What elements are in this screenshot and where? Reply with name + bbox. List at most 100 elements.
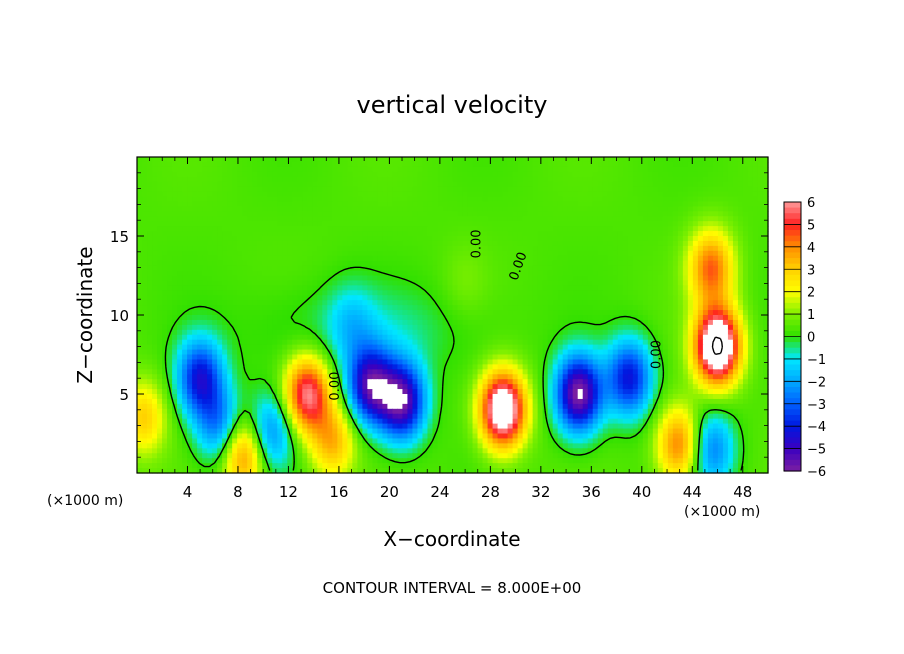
field-cell (422, 285, 429, 291)
field-cell (372, 231, 378, 237)
field-cell (532, 300, 539, 306)
field-cell (732, 310, 739, 316)
field-cell (582, 221, 589, 227)
field-cell (557, 211, 564, 217)
field-cell (162, 265, 168, 272)
field-cell (507, 295, 514, 301)
field-cell (602, 329, 609, 336)
field-cell (322, 260, 328, 267)
field-cell (542, 260, 549, 267)
field-cell (332, 196, 338, 203)
field-cell (347, 191, 353, 198)
field-cell (162, 349, 168, 356)
field-cell (477, 305, 484, 311)
field-cell (462, 300, 469, 306)
field-cell (362, 310, 368, 316)
field-cell (272, 310, 278, 316)
field-cell (752, 324, 759, 331)
field-cell (292, 216, 298, 222)
field-cell (147, 221, 153, 227)
field-cell (232, 285, 238, 291)
field-cell (282, 166, 288, 173)
field-cell (627, 344, 634, 351)
field-cell (372, 216, 378, 222)
field-cell (377, 171, 383, 178)
field-cell (297, 176, 303, 183)
field-cell (697, 186, 704, 193)
field-cell (742, 191, 749, 198)
field-cell (657, 250, 664, 257)
field-cell (682, 211, 689, 217)
field-cell (682, 161, 689, 168)
field-cell (352, 181, 358, 188)
field-cell (742, 285, 749, 291)
field-cell (552, 334, 559, 341)
field-cell (307, 240, 313, 247)
field-cell (312, 305, 318, 311)
field-cell (377, 334, 383, 341)
field-cell (152, 181, 158, 188)
field-cell (342, 236, 348, 242)
field-cell (752, 245, 759, 252)
field-cell (217, 221, 223, 227)
field-cell (372, 265, 378, 272)
field-cell (572, 324, 579, 331)
field-cell (212, 161, 218, 168)
field-cell (437, 339, 444, 346)
field-cell (537, 334, 544, 341)
field-cell (242, 285, 248, 291)
field-cell (192, 270, 198, 277)
field-cell (212, 166, 218, 173)
field-cell (602, 231, 609, 237)
field-cell (332, 181, 338, 188)
field-cell (342, 206, 348, 212)
field-cell (292, 157, 298, 163)
field-cell (452, 186, 459, 193)
field-cell (317, 196, 323, 203)
field-cell (602, 265, 609, 272)
field-cell (212, 260, 218, 267)
field-cell (357, 285, 363, 291)
field-cell (322, 315, 328, 321)
field-cell (572, 255, 579, 262)
field-cell (197, 166, 203, 173)
field-cell (312, 236, 318, 242)
field-cell (412, 166, 419, 173)
field-cell (507, 240, 514, 247)
field-cell (652, 265, 659, 272)
field-cell (147, 226, 153, 232)
field-cell (452, 310, 459, 316)
field-cell (622, 339, 629, 346)
field-cell (637, 324, 644, 331)
field-cell (222, 339, 228, 346)
field-cell (727, 231, 734, 237)
field-cell (282, 191, 288, 198)
field-cell (147, 315, 153, 321)
field-cell (622, 166, 629, 173)
field-cell (457, 339, 464, 346)
field-cell (677, 280, 684, 286)
field-cell (357, 265, 363, 272)
field-cell (432, 216, 439, 222)
field-cell (552, 166, 559, 173)
field-cell (557, 201, 564, 207)
field-cell (432, 305, 439, 311)
field-cell (502, 250, 509, 257)
field-cell (497, 171, 504, 178)
field-cell (402, 260, 409, 267)
field-cell (702, 324, 709, 331)
field-cell (372, 186, 378, 193)
field-cell (397, 201, 404, 207)
field-cell (602, 216, 609, 222)
field-cell (502, 231, 509, 237)
field-cell (532, 329, 539, 336)
field-cell (612, 216, 619, 222)
field-cell (592, 157, 599, 163)
field-cell (322, 319, 328, 326)
field-cell (317, 226, 323, 232)
field-cell (372, 315, 378, 321)
field-cell (597, 324, 604, 331)
field-cell (327, 285, 333, 291)
field-cell (722, 285, 729, 291)
field-cell (287, 181, 293, 188)
